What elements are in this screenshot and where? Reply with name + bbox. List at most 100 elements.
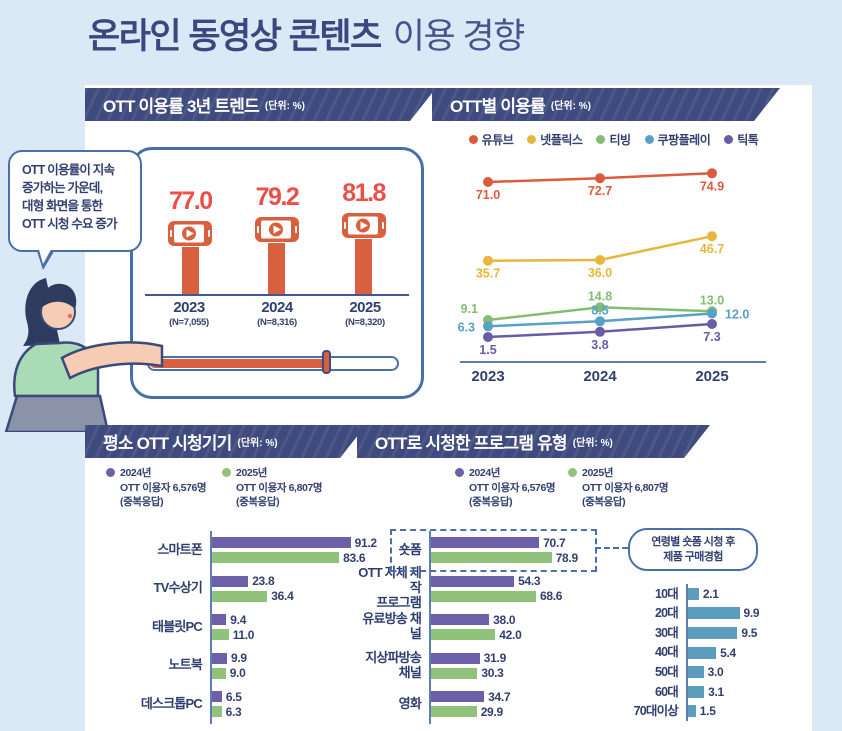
legend-desc: OTT 이용자 6,576명 <box>469 481 556 494</box>
bar-line: 2.1 <box>688 587 804 601</box>
legend-dot-2025 <box>222 468 231 477</box>
trend-sample-size: (N=8,320) <box>345 317 385 328</box>
bar-set: 91.2 83.6 <box>210 531 377 570</box>
bar-value: 9.4 <box>230 612 247 627</box>
bar <box>212 552 340 564</box>
bar-set: 9.9 9.0 <box>210 646 356 685</box>
bar <box>212 691 222 703</box>
bar-value: 38.0 <box>493 612 516 627</box>
banner-by-service-unit: (단위: %) <box>550 101 591 112</box>
data-label: 71.0 <box>476 188 500 202</box>
bar-value: 9.0 <box>229 666 246 681</box>
bar-value: 54.3 <box>518 574 541 589</box>
bar-value: 30.3 <box>481 666 504 681</box>
data-label: 3.8 <box>591 338 608 352</box>
bar-group: 유료방송 채널 38.0 42.0 <box>357 608 645 647</box>
bar-line: 30.3 <box>431 666 645 680</box>
legend-dot-2025 <box>568 468 577 477</box>
legend-year: 2024년 <box>120 467 152 479</box>
bar-line: 34.7 <box>431 690 645 704</box>
bar-line: 9.9 <box>212 651 356 665</box>
data-point <box>483 177 493 187</box>
bar-set: 31.9 30.3 <box>429 646 645 685</box>
bar <box>431 706 477 718</box>
banner-programs-title: OTT로 시청한 프로그램 유형 <box>375 434 567 453</box>
bar-set: 3.1 <box>686 681 804 702</box>
trend-chart: 77.0 79.2 81.8 <box>147 179 407 294</box>
age-label: 70대이상 <box>633 704 679 719</box>
bar-group: OTT 자체 제작 프로그램 54.3 68.6 <box>357 565 645 610</box>
bar <box>212 652 227 664</box>
legend-item: 틱톡 <box>724 131 759 148</box>
category-label: OTT 자체 제작 프로그램 <box>358 565 422 611</box>
legend-year: 2024년 <box>469 467 501 479</box>
bar-line: 36.4 <box>212 589 356 603</box>
age-label: 20대 <box>654 606 679 621</box>
bar <box>212 667 226 679</box>
shortform-highlight-box <box>390 529 597 572</box>
service-legend: 유튜브 넷플릭스 티빙 쿠팡플레이 틱톡 <box>436 131 791 148</box>
trend-year-label: 2023 <box>173 299 205 316</box>
bar-value: 6.5 <box>225 689 242 704</box>
service-line-chart: 2023 2024 2025 71.0 72.7 74.9 35.7 36.0 46.7 9.1 1… <box>458 168 766 385</box>
bar-line: 68.6 <box>431 589 645 603</box>
legend-desc: OTT 이용자 6,807명 <box>236 481 323 494</box>
category-label: 데스크톱PC <box>140 695 203 711</box>
data-label: 72.7 <box>588 184 612 198</box>
data-point <box>595 255 605 265</box>
trend-sample-size: (N=8,316) <box>257 317 297 328</box>
trend-value: 77.0 <box>168 186 213 215</box>
data-point <box>707 319 717 329</box>
age-bar-group: 30대 9.5 <box>622 623 804 643</box>
trend-bar-stem <box>181 246 199 294</box>
trend-bar-2024: 79.2 <box>254 183 300 294</box>
legend-label: 유튜브 <box>481 133 514 147</box>
bar-group: 영화 34.7 29.9 <box>357 685 645 724</box>
data-point <box>707 231 717 242</box>
bar <box>431 590 536 602</box>
age-bar-group: 70대이상 1.5 <box>622 701 804 722</box>
data-label: 74.9 <box>700 179 724 193</box>
trend-year-label: 2025 <box>349 299 381 316</box>
bar-line: 29.9 <box>431 705 645 719</box>
age-label: 40대 <box>654 645 679 660</box>
bar-line: 5.4 <box>688 646 804 660</box>
data-point <box>483 255 493 266</box>
phone-play-icon <box>341 213 386 239</box>
bar-value: 68.6 <box>540 589 563 604</box>
banner-by-service: OTT별 이용률 (단위: %) <box>432 88 780 121</box>
legend-note: (중복응답) <box>582 496 626 509</box>
category-label: 영화 <box>398 695 422 711</box>
speech-bubble: OTT 이용률이 지속 증가하는 가운데, 대형 화면을 통한 OTT 시청 수… <box>8 150 142 252</box>
bar <box>431 691 485 703</box>
bar-value: 9.9 <box>743 606 760 621</box>
bar-value: 23.8 <box>252 574 275 589</box>
trend-value: 79.2 <box>255 183 300 212</box>
bar-value: 42.0 <box>499 627 522 642</box>
bar-value: 36.4 <box>271 589 294 604</box>
speech-bubble-line: 대형 화면을 통한 <box>22 199 103 214</box>
banner-trend-unit: (단위: %) <box>264 101 305 112</box>
age-purchase-callout: 연령별 숏폼 시청 후 제품 구매경험 <box>628 528 758 571</box>
legend-dot <box>527 135 537 144</box>
page-title-bold: 온라인 동영상 콘텐츠 <box>88 17 382 56</box>
speech-bubble-line: OTT 이용률이 지속 <box>22 163 115 177</box>
bar-value: 70.7 <box>543 535 566 550</box>
trend-sample-size: (N=7,055) <box>169 317 209 328</box>
bar-line: 9.9 <box>688 606 804 620</box>
legend-label: 넷플릭스 <box>540 133 583 147</box>
data-label: 12.0 <box>725 308 749 322</box>
bar-line: 6.3 <box>212 705 356 719</box>
bar-value: 1.5 <box>699 704 716 719</box>
bar-set: 54.3 68.6 <box>429 569 645 608</box>
bar-line: 78.9 <box>431 551 645 565</box>
bar <box>212 590 268 602</box>
bar-value: 83.6 <box>343 550 366 565</box>
bar <box>431 629 496 641</box>
bar <box>688 705 696 718</box>
bar-value: 3.1 <box>708 684 724 699</box>
legend-dot-2024 <box>106 468 115 477</box>
age-label: 10대 <box>654 586 679 601</box>
x-axis-label: 2025 <box>695 368 728 385</box>
data-label: 35.7 <box>476 267 500 281</box>
